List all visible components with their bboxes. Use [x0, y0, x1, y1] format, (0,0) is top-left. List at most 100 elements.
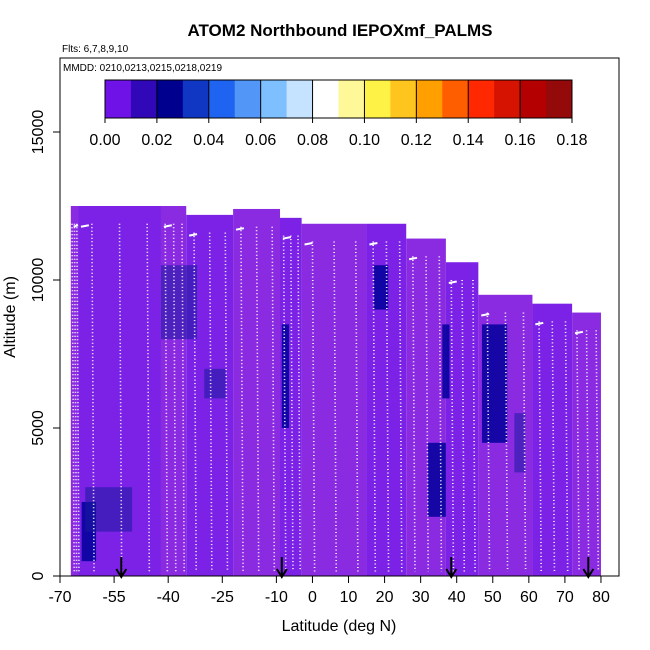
concentration-region [373, 265, 389, 310]
flight-track [486, 312, 491, 572]
flight-track [412, 256, 416, 572]
flight-track [163, 224, 172, 228]
altitude-column [572, 312, 601, 576]
x-tick-label: 70 [556, 589, 574, 606]
y-tick-label: 0 [30, 571, 47, 580]
concentration-region [481, 324, 508, 443]
x-tick-label: -40 [157, 589, 180, 606]
flight-track [188, 233, 198, 237]
colorbar-tick-label: 0.06 [245, 132, 276, 149]
flight-track [438, 256, 443, 572]
flight-tracks [71, 223, 600, 572]
flight-track [372, 241, 377, 572]
down-arrow-icon [275, 557, 288, 579]
concentration-region [281, 324, 290, 428]
concentration-regions [81, 265, 526, 562]
colorbar-segment [286, 80, 313, 118]
flight-track [385, 241, 390, 572]
flight-track [522, 312, 527, 572]
down-arrow-icon [582, 557, 595, 579]
flight-track [235, 227, 245, 231]
flight-track [398, 241, 403, 572]
colorbar-segment [182, 80, 209, 118]
x-tick-label: 20 [376, 589, 394, 606]
altitude-column [233, 208, 280, 576]
colorbar-segment [234, 80, 261, 118]
concentration-region [204, 368, 226, 399]
y-tick-label: 5000 [30, 410, 47, 446]
colorbar-segment [442, 80, 469, 118]
colorbar-tick-label: 0.18 [556, 132, 587, 149]
colorbar: 0.00 0.02 0.04 0.06 0.08 0.10 0.12 0.14 0.16 0.18 [89, 79, 588, 149]
flight-track [574, 330, 584, 335]
flight-track [240, 226, 244, 572]
flight-track [333, 241, 338, 572]
altitude-column [160, 206, 187, 576]
flight-track [255, 226, 260, 572]
x-tick-label: -70 [48, 589, 71, 606]
x-tick-label: -55 [103, 589, 126, 606]
x-tick-label: 50 [484, 589, 502, 606]
altitude-column [532, 303, 573, 576]
flight-track [271, 226, 276, 572]
concentration-region [85, 487, 133, 532]
colorbar-tick-label: 0.02 [141, 132, 172, 149]
concentration-region [160, 265, 198, 340]
flight-track [535, 321, 544, 326]
x-tick-label: 80 [592, 589, 610, 606]
dates-annotation: MMDD: 0210,0213,0215,0218,0219 [63, 63, 222, 74]
colorbar-segment [390, 80, 417, 118]
flight-track [224, 232, 229, 572]
chart-title: ATOM2 Northbound IEPOXmf_PALMS [187, 21, 492, 40]
colorbar-tick-label: 0.10 [349, 132, 380, 149]
flights-annotation: Flts: 6,7,8,9,10 [62, 44, 129, 55]
colorbar-segment [546, 80, 572, 118]
altitude-column [70, 206, 79, 576]
concentration-region [514, 413, 526, 473]
colorbar-segment [130, 80, 157, 118]
y-tick-label: 10000 [30, 258, 47, 303]
flight-track [73, 224, 79, 228]
flight-track [282, 236, 291, 240]
x-axis: -70 -55 -40 -25 -10 0 10 20 30 40 50 60 70 80 [48, 576, 610, 606]
x-tick-label: 10 [340, 589, 358, 606]
flight-track [481, 313, 490, 317]
flight-track [193, 232, 198, 572]
colorbar-segment [338, 80, 365, 118]
y-axis-label: Altitude (m) [2, 276, 19, 358]
arrows [115, 557, 595, 579]
altitude-column [406, 238, 446, 576]
x-tick-label: 60 [520, 589, 538, 606]
flight-track [304, 242, 313, 246]
y-tick-label: 15000 [30, 110, 47, 155]
flight-track [354, 241, 359, 572]
altitude-columns [70, 206, 601, 576]
x-tick-label: -10 [265, 589, 288, 606]
y-axis: 0 5000 10000 15000 [30, 110, 60, 580]
flight-track [408, 256, 418, 261]
colorbar-segment [494, 80, 521, 118]
colorbar-tick-label: 0.08 [297, 132, 328, 149]
concentration-region [442, 324, 450, 399]
colorbar-tick-label: 0.12 [401, 132, 432, 149]
altitude-column [279, 217, 302, 576]
x-tick-label: 0 [308, 589, 317, 606]
x-tick-label: -25 [211, 589, 234, 606]
flight-track [80, 224, 90, 228]
colorbar-tick-label: 0.14 [453, 132, 484, 149]
flight-track [369, 242, 378, 246]
down-arrow-icon [115, 557, 128, 579]
altitude-column [445, 262, 479, 576]
flight-track [504, 312, 509, 572]
down-arrow-icon [445, 557, 458, 579]
x-tick-label: 30 [412, 589, 430, 606]
x-tick-label: 40 [448, 589, 466, 606]
concentration-region [427, 442, 446, 517]
colorbar-tick-label: 0.00 [89, 132, 120, 149]
altitude-column [301, 223, 367, 576]
flight-track [425, 256, 430, 572]
flight-track [208, 232, 213, 572]
flight-track [311, 241, 316, 572]
x-axis-label: Latitude (deg N) [282, 618, 397, 635]
